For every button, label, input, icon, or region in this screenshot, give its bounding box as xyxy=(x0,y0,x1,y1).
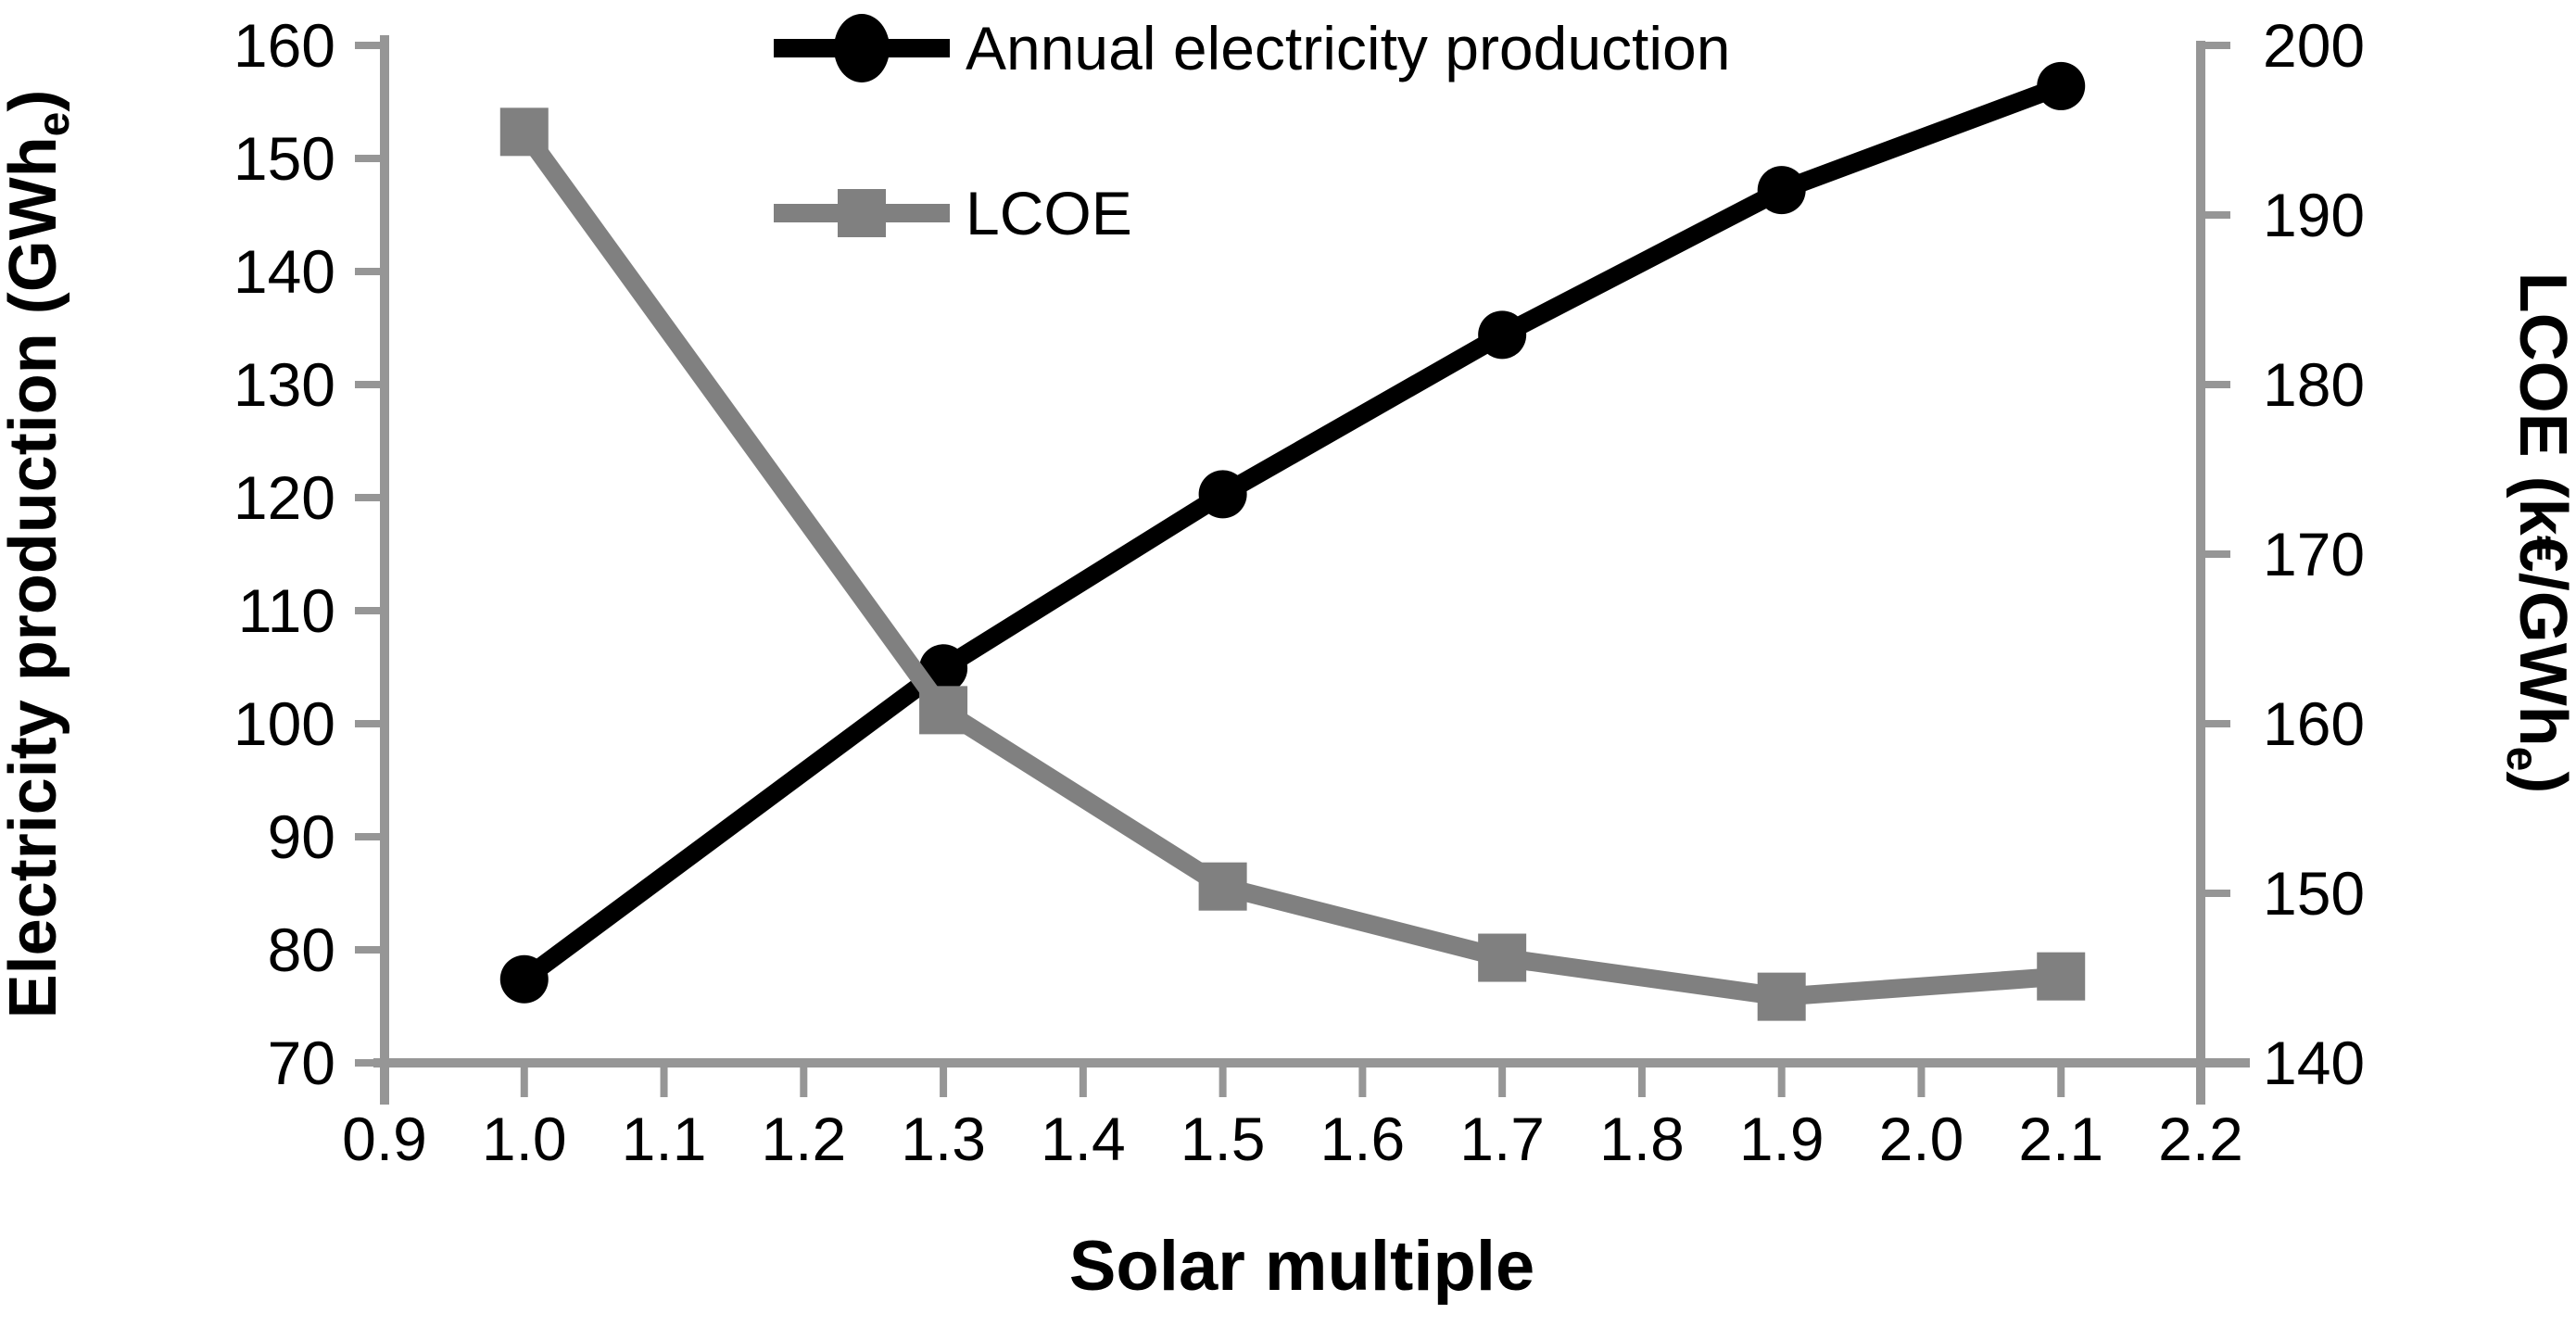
x-axis-tick-label: 2.2 xyxy=(2158,1105,2243,1173)
data-point-annual-electricity-production xyxy=(499,954,549,1004)
y-axis-left-tick-label: 110 xyxy=(238,576,335,645)
data-point-lcoe xyxy=(1198,862,1247,911)
data-point-lcoe xyxy=(1478,933,1527,982)
x-axis-tick-label: 1.3 xyxy=(901,1105,986,1173)
y-axis-left-tick-label: 70 xyxy=(268,1029,335,1097)
data-point-lcoe xyxy=(919,686,968,735)
series-line-annual-electricity-production xyxy=(518,77,2065,987)
y-axis-left-title: Electricity production (GWhe) xyxy=(0,90,79,1019)
data-point-lcoe xyxy=(1757,972,1806,1021)
x-axis-tick-label: 1.0 xyxy=(482,1105,567,1173)
data-point-annual-electricity-production xyxy=(1198,470,1247,519)
x-axis-title: Solar multiple xyxy=(1069,1227,1535,1306)
y-axis-left-tick-label: 100 xyxy=(234,689,335,758)
legend-label-lcoe: LCOE xyxy=(966,179,1132,247)
x-axis-tick-label: 1.1 xyxy=(622,1105,707,1173)
y-axis-right-tick-label: 140 xyxy=(2263,1029,2365,1097)
x-axis-tick-label: 1.7 xyxy=(1459,1105,1545,1173)
y-axis-left-title-main: Electricity production (GWh xyxy=(0,136,70,1018)
legend-marker-lcoe-icon xyxy=(838,189,886,237)
y-axis-right-title-main: LCOE (k€/GWh xyxy=(2506,272,2576,747)
legend-label-production: Annual electricity production xyxy=(966,14,1730,82)
data-point-lcoe xyxy=(2037,952,2086,1001)
y-axis-left-tick-label: 140 xyxy=(234,237,335,306)
series-line-lcoe xyxy=(516,126,2062,1006)
y-axis-left-tick-label: 120 xyxy=(234,463,335,532)
data-point-annual-electricity-production xyxy=(1757,166,1806,215)
data-point-annual-electricity-production xyxy=(1478,310,1527,360)
y-axis-right-title-close: ) xyxy=(2506,771,2576,793)
data-point-annual-electricity-production xyxy=(2037,61,2086,110)
y-axis-left-tick-label: 90 xyxy=(268,802,335,871)
x-axis-tick-label: 1.9 xyxy=(1739,1105,1825,1173)
y-axis-right-tick-label: 200 xyxy=(2263,11,2365,80)
y-axis-left-title-subscript: e xyxy=(30,112,79,137)
x-axis-tick-label: 1.6 xyxy=(1320,1105,1406,1173)
y-axis-right-tick-label: 170 xyxy=(2263,520,2365,588)
y-axis-right-title: LCOE (k€/GWhe) xyxy=(2497,272,2576,794)
y-axis-left-tick-label: 80 xyxy=(268,916,335,984)
x-axis-tick-label: 0.9 xyxy=(342,1105,427,1173)
y-axis-left-tick-label: 130 xyxy=(234,350,335,419)
x-axis-tick-label: 2.1 xyxy=(2018,1105,2103,1173)
y-axis-right-title-subscript: e xyxy=(2497,747,2546,772)
y-axis-right-tick-label: 160 xyxy=(2263,689,2365,758)
y-axis-right-tick-label: 190 xyxy=(2263,181,2365,249)
y-axis-left-tick-label: 150 xyxy=(234,124,335,193)
x-axis-tick-label: 1.5 xyxy=(1181,1105,1266,1173)
x-axis-tick-label: 1.4 xyxy=(1041,1105,1126,1173)
y-axis-right-tick-label: 180 xyxy=(2263,350,2365,419)
y-axis-left-title-close: ) xyxy=(0,90,70,112)
x-axis-tick-label: 2.0 xyxy=(1879,1105,1964,1173)
legend-marker-production-icon xyxy=(834,14,890,82)
x-axis-tick-label: 1.8 xyxy=(1599,1105,1685,1173)
data-point-lcoe xyxy=(499,107,549,157)
y-axis-right-tick-label: 150 xyxy=(2263,859,2365,928)
y-axis-left-tick-label: 160 xyxy=(234,11,335,80)
x-axis-tick-label: 1.2 xyxy=(761,1105,846,1173)
